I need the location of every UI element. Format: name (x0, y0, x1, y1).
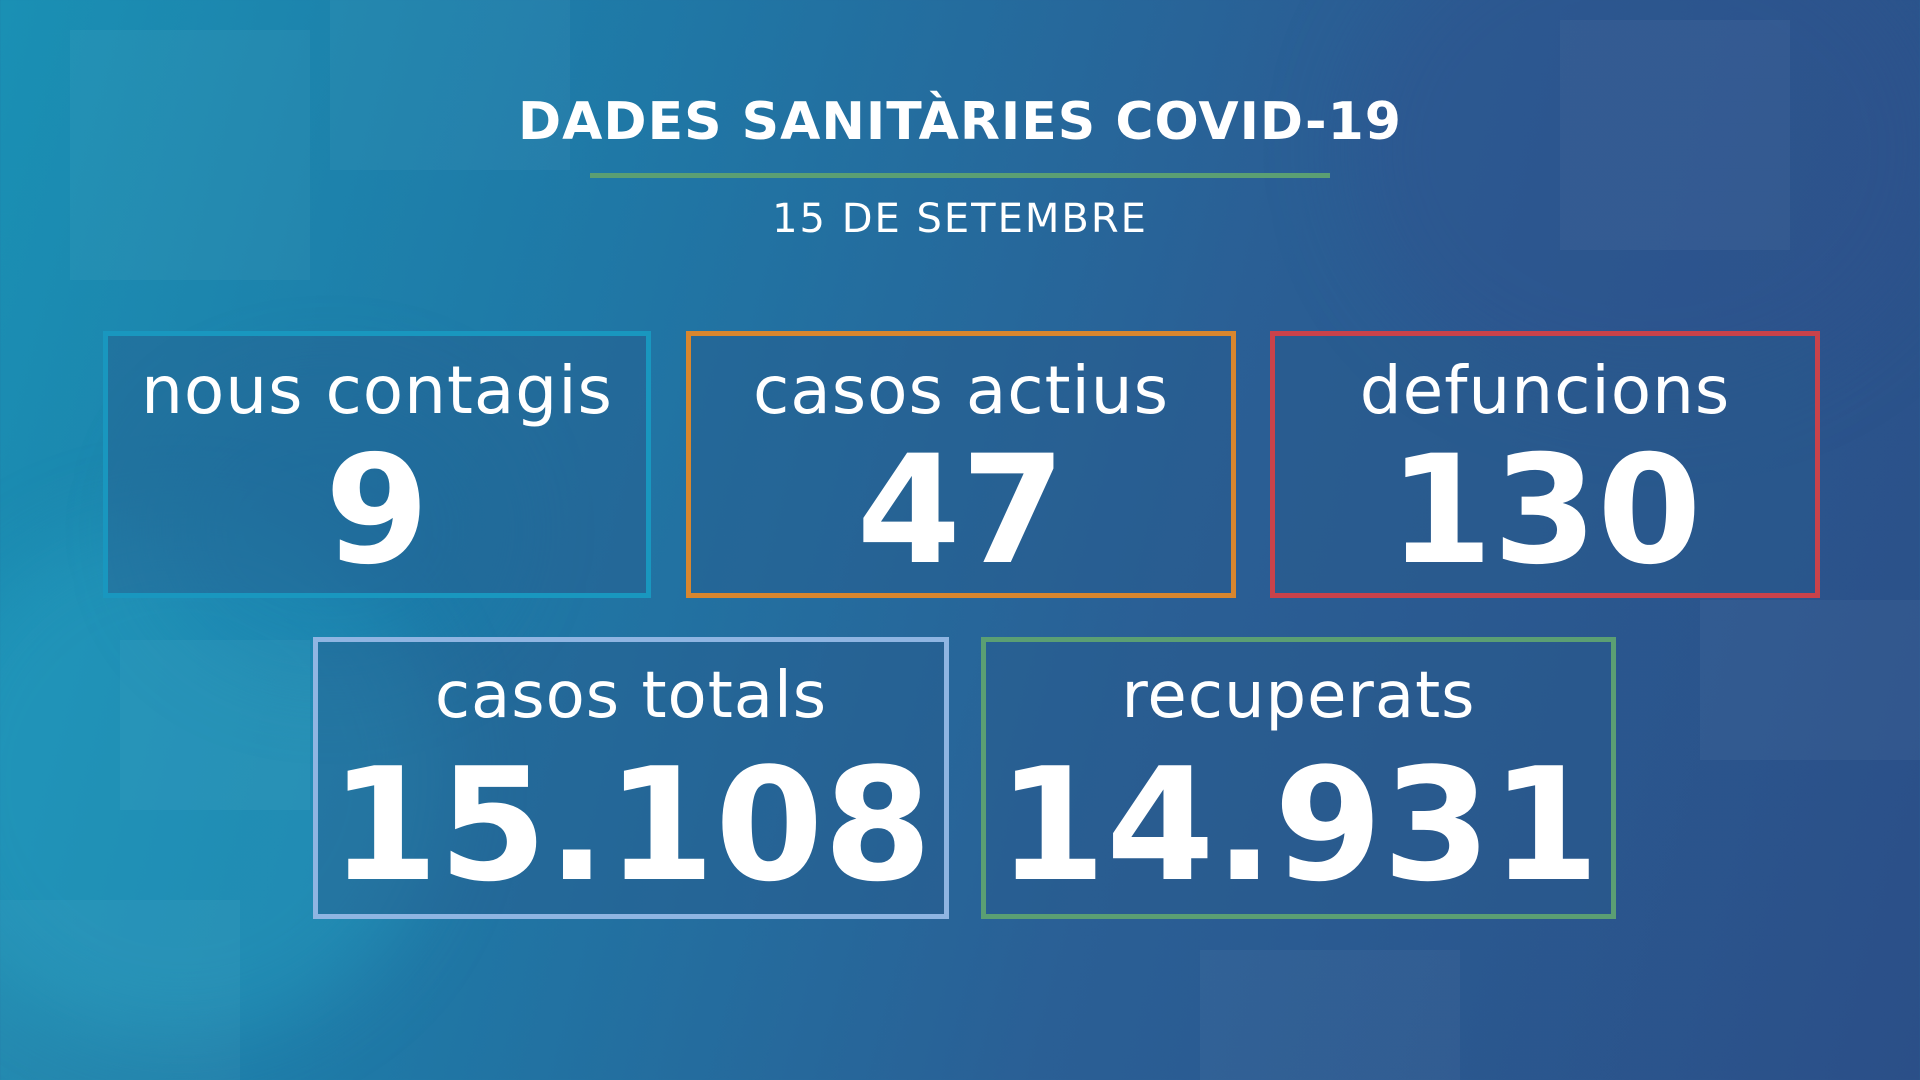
title-divider (590, 173, 1330, 178)
stat-label: casos actius (752, 352, 1170, 429)
stat-card-nous-contagis: nous contagis 9 (103, 331, 651, 598)
stat-value: 14.931 (997, 734, 1600, 916)
stat-label: defuncions (1359, 352, 1731, 429)
stat-label: nous contagis (141, 352, 613, 429)
stat-label: casos totals (434, 659, 828, 733)
report-date: 15 DE SETEMBRE (772, 196, 1148, 242)
stat-value: 9 (324, 424, 430, 598)
stat-value: 47 (856, 424, 1066, 598)
stat-card-recuperats: recuperats 14.931 (981, 637, 1616, 919)
page-title: DADES SANITÀRIES COVID-19 (518, 92, 1402, 152)
stat-value: 130 (1388, 424, 1702, 598)
stat-card-casos-actius: casos actius 47 (686, 331, 1236, 598)
stat-label: recuperats (1121, 659, 1476, 733)
stat-card-defuncions: defuncions 130 (1270, 331, 1820, 598)
stat-card-casos-totals: casos totals 15.108 (313, 637, 949, 919)
stat-value: 15.108 (330, 734, 932, 916)
